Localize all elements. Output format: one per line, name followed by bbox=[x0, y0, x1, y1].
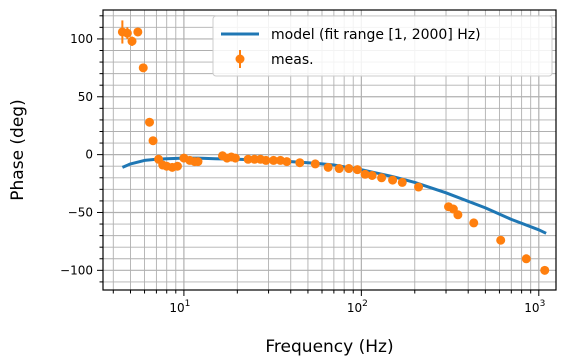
meas-point bbox=[540, 265, 550, 275]
meas-point bbox=[133, 27, 143, 37]
meas-point bbox=[344, 164, 354, 174]
meas-point bbox=[377, 173, 387, 183]
y-tick-label: −100 bbox=[60, 263, 93, 277]
meas-point bbox=[352, 165, 362, 175]
meas-point bbox=[367, 170, 377, 180]
meas-point bbox=[193, 157, 203, 167]
meas-point bbox=[127, 36, 137, 46]
meas-point bbox=[138, 63, 148, 73]
axes-frame bbox=[102, 9, 557, 291]
meas-point bbox=[172, 161, 182, 171]
legend: model (fit range [1, 2000] Hz) meas. bbox=[212, 15, 553, 77]
legend-meas-label: meas. bbox=[271, 52, 314, 68]
x-tick-label: 101 bbox=[169, 299, 190, 315]
meas-point bbox=[261, 155, 271, 165]
legend-model-label: model (fit range [1, 2000] Hz) bbox=[271, 27, 481, 43]
meas-point bbox=[269, 155, 279, 165]
meas-point bbox=[414, 182, 424, 192]
x-axis-label: Frequency (Hz) bbox=[265, 337, 393, 357]
y-tick-label: −50 bbox=[68, 205, 93, 219]
y-tick-label: 0 bbox=[85, 148, 93, 162]
meas-point bbox=[323, 162, 333, 172]
meas-point bbox=[388, 175, 398, 185]
model-line bbox=[121, 156, 547, 235]
meas-point bbox=[243, 154, 253, 164]
meas-point bbox=[334, 164, 344, 174]
meas-point bbox=[282, 157, 292, 167]
x-tick-label: 103 bbox=[524, 299, 545, 315]
legend-meas-marker bbox=[235, 54, 245, 64]
plot-area bbox=[117, 20, 550, 275]
meas-point bbox=[496, 235, 506, 245]
meas-point bbox=[360, 169, 370, 179]
meas-point bbox=[122, 28, 132, 38]
meas-point bbox=[148, 136, 158, 146]
meas-point bbox=[521, 254, 531, 264]
y-tick-label: 100 bbox=[70, 32, 93, 46]
meas-point bbox=[295, 158, 305, 168]
meas-point bbox=[397, 177, 407, 187]
x-tick-label: 102 bbox=[347, 299, 368, 315]
meas-point bbox=[469, 218, 479, 228]
ticks: 100 50 0 −50 −100 101 102 103 bbox=[60, 15, 545, 315]
meas-point bbox=[453, 210, 463, 220]
y-tick-label: 50 bbox=[78, 90, 93, 104]
meas-point bbox=[230, 153, 240, 163]
meas-point bbox=[310, 159, 320, 169]
y-axis-label: Phase (deg) bbox=[8, 99, 28, 200]
meas-point bbox=[145, 117, 155, 127]
legend-box bbox=[212, 15, 553, 77]
